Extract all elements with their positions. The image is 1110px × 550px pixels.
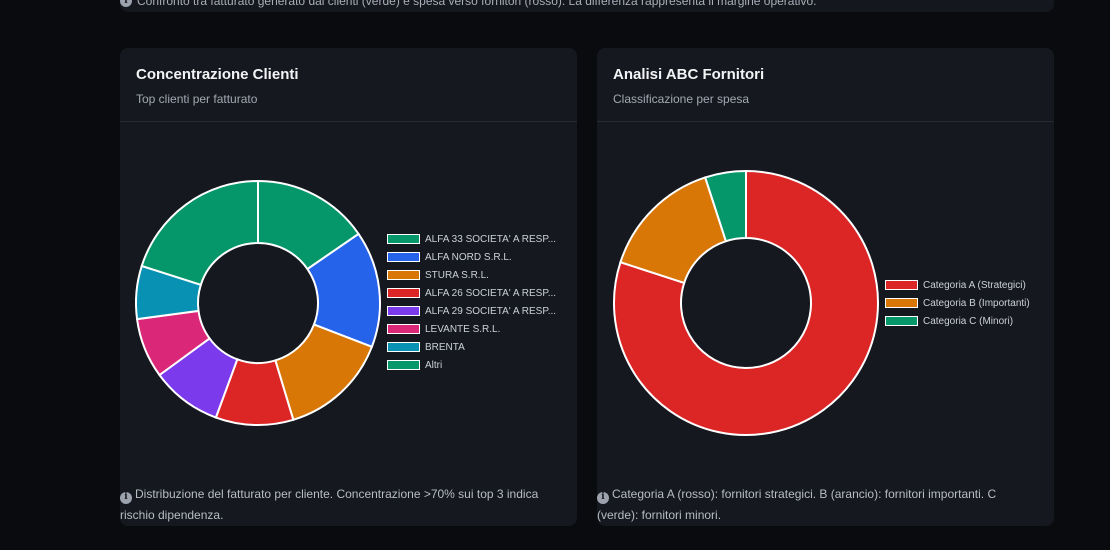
legend-label: ALFA 29 SOCIETA' A RESP... [425, 305, 557, 317]
legend-swatch [387, 234, 420, 244]
legend-swatch [387, 252, 420, 262]
legend-item[interactable]: Categoria C (Minori) [885, 312, 1030, 330]
legend-label: Categoria C (Minori) [923, 315, 1014, 327]
legend-label: ALFA 26 SOCIETA' A RESP... [425, 287, 557, 299]
legend-label: Categoria A (Strategici) [923, 279, 1026, 291]
legend-item[interactable]: ALFA 33 SOCIETA' A RESP... [387, 230, 556, 248]
chart-legend: Categoria A (Strategici) Categoria B (Imp… [885, 276, 1030, 330]
previous-card-bottom [120, 0, 1054, 12]
legend-label: Categoria B (Importanti) [923, 297, 1030, 309]
legend-swatch [387, 342, 420, 352]
info-icon: i [120, 491, 132, 504]
top-note-text: Confronto tra fatturato generato dai cli… [137, 0, 817, 8]
legend-label: BRENTA [425, 341, 465, 353]
card-title: Analisi ABC Fornitori [613, 66, 765, 83]
card-subtitle: Classificazione per spesa [613, 92, 750, 106]
slice-3[interactable] [703, 169, 747, 243]
card-header: Analisi ABC Fornitori Classificazione pe… [597, 48, 1054, 122]
legend-item[interactable]: ALFA NORD S.R.L. [387, 248, 556, 266]
legend-swatch [387, 288, 420, 298]
legend-item[interactable]: ALFA 26 SOCIETA' A RESP... [387, 284, 556, 302]
chart-legend: ALFA 33 SOCIETA' A RESP... ALFA NORD S.R.… [387, 230, 556, 374]
legend-swatch [387, 324, 420, 334]
card-footer-note: i Categoria A (rosso): fornitori strategi… [597, 484, 1037, 526]
top-info-note: i Confronto tra fatturato generato dai c… [120, 0, 816, 8]
supplier-abc-card: Analisi ABC Fornitori Classificazione pe… [597, 48, 1054, 526]
legend-item[interactable]: Categoria A (Strategici) [885, 276, 1030, 294]
legend-swatch [885, 280, 918, 290]
legend-label: STURA S.R.L. [425, 269, 489, 281]
legend-item[interactable]: BRENTA [387, 338, 556, 356]
client-doughnut-chart: ALFA 33 SOCIETA' A RESP... ALFA NORD S.R.… [120, 123, 577, 478]
footer-text: Categoria A (rosso): fornitori strategic… [597, 487, 997, 522]
supplier-doughnut-chart: Categoria A (Strategici) Categoria B (Imp… [597, 123, 1054, 478]
legend-item[interactable]: LEVANTE S.R.L. [387, 320, 556, 338]
legend-label: Altri [425, 359, 443, 371]
footer-text: Distribuzione del fatturato per cliente.… [120, 487, 539, 522]
card-header: Concentrazione Clienti Top clienti per f… [120, 48, 577, 122]
info-icon: i [597, 491, 609, 504]
client-concentration-card: Concentrazione Clienti Top clienti per f… [120, 48, 577, 526]
legend-swatch [885, 298, 918, 308]
slice-1[interactable] [613, 169, 879, 436]
legend-item[interactable]: STURA S.R.L. [387, 266, 556, 284]
doughnut-svg [613, 169, 879, 436]
legend-swatch [387, 306, 420, 316]
slice-8[interactable] [140, 179, 259, 287]
card-footer-note: i Distribuzione del fatturato per cliente… [120, 484, 560, 526]
legend-item[interactable]: Altri [387, 356, 556, 374]
info-icon: i [120, 0, 132, 7]
legend-label: ALFA 33 SOCIETA' A RESP... [425, 233, 557, 245]
legend-swatch [387, 360, 420, 370]
legend-item[interactable]: ALFA 29 SOCIETA' A RESP... [387, 302, 556, 320]
legend-label: ALFA NORD S.R.L. [425, 251, 512, 263]
legend-swatch [387, 270, 420, 280]
card-subtitle: Top clienti per fatturato [136, 92, 258, 106]
doughnut-svg [135, 179, 381, 426]
legend-swatch [885, 316, 918, 326]
card-title: Concentrazione Clienti [136, 66, 299, 83]
legend-item[interactable]: Categoria B (Importanti) [885, 294, 1030, 312]
legend-label: LEVANTE S.R.L. [425, 323, 501, 335]
